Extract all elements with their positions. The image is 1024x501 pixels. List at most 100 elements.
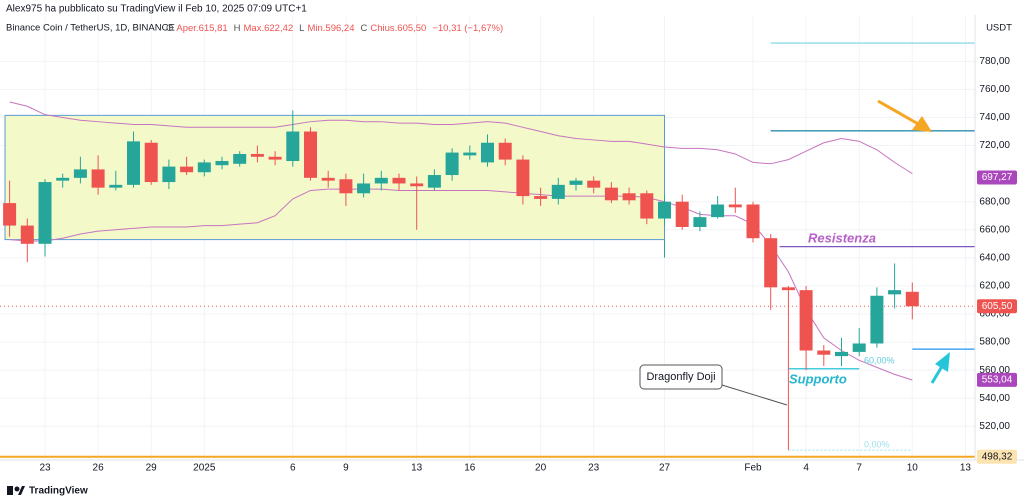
candle-body: [658, 201, 671, 219]
candle-body: [693, 217, 707, 227]
y-tick-label: 560,00: [979, 365, 1010, 376]
candle-body: [445, 152, 459, 176]
publisher: Alex975 ha pubblicato su TradingView il …: [6, 4, 307, 15]
down-arrow: [877, 99, 932, 132]
symbol: Binance Coin / TetherUS, 1D, BINANCE: [6, 23, 175, 34]
fib-label: 0,00%: [864, 439, 890, 449]
x-tick-label: 2025: [193, 463, 216, 474]
candle-body: [3, 203, 17, 226]
x-tick-label: 7: [856, 463, 862, 474]
brand-logo: [7, 486, 25, 495]
x-tick-label: Feb: [744, 463, 762, 474]
candle-body: [304, 131, 317, 178]
callout-box: [639, 364, 723, 390]
candle-body: [233, 153, 247, 164]
candle-body: [587, 180, 601, 188]
support-label: Supporto: [789, 371, 847, 386]
price-tag: [977, 372, 1017, 387]
legend-item: Chius.605,50: [370, 23, 426, 34]
band-line: [9, 188, 913, 381]
candle-body: [357, 183, 371, 194]
candle-body: [675, 201, 689, 227]
x-tick-label: 23: [588, 463, 600, 474]
candle-body: [286, 131, 300, 161]
candle-body: [73, 169, 87, 178]
candle-body: [215, 160, 229, 166]
candle-body: [551, 184, 565, 199]
x-tick-label: 10: [907, 463, 919, 474]
candle-body: [427, 175, 441, 188]
candle-body: [835, 351, 848, 357]
y-tick-label: 780,00: [979, 56, 1010, 67]
legend-item: Aper.615,81: [176, 23, 227, 34]
candle-body: [180, 166, 194, 173]
x-tick-label: 4: [803, 463, 809, 474]
up-arrow: [930, 352, 950, 384]
candle-body: [640, 193, 654, 219]
y-tick-label: 600,00: [979, 309, 1010, 320]
legend-item: O: [166, 23, 173, 34]
y-tick-label: 740,00: [979, 112, 1010, 123]
candle-body: [197, 162, 211, 173]
candle-body: [481, 142, 494, 163]
fib-label: 60,00%: [864, 355, 895, 365]
candle-body: [764, 238, 778, 288]
candle-body: [56, 177, 70, 181]
candle-body: [144, 142, 158, 183]
candle-body: [498, 142, 512, 160]
candle-body: [463, 152, 477, 156]
y-tick-label: 620,00: [979, 281, 1010, 292]
resistance-label: Resistenza: [808, 230, 876, 245]
x-tick-label: 29: [146, 463, 158, 474]
y-tick-label: 660,00: [979, 224, 1010, 235]
price-tag: [977, 449, 1017, 464]
y-tick-label: 720,00: [979, 140, 1010, 151]
x-tick-label: 27: [659, 463, 671, 474]
x-tick-label: 13: [411, 463, 423, 474]
candle-body: [569, 180, 583, 185]
price-tag-label: 498,32: [982, 451, 1013, 462]
callout-line: [721, 384, 788, 406]
x-tick-label: 13: [960, 463, 972, 474]
candle-body: [905, 291, 919, 307]
price-tag: [977, 170, 1017, 185]
y-tick-label: 520,00: [979, 421, 1010, 432]
candle-body: [604, 187, 618, 201]
price-tag: [977, 299, 1017, 314]
y-tick-label: 580,00: [979, 337, 1010, 348]
candle-body: [888, 290, 902, 295]
ohlc-legend: O Aper.615,81 H Max.622,42 L Min.596,24 C Chius…: [166, 23, 503, 34]
currency: USDT: [986, 23, 1012, 34]
candle-body: [410, 183, 424, 187]
x-tick-label: 9: [343, 463, 349, 474]
candle-body: [38, 182, 52, 244]
candle-body: [392, 177, 406, 184]
candle-body: [711, 204, 725, 218]
x-tick-label: 16: [464, 463, 476, 474]
y-tick-label: 680,00: [979, 196, 1010, 207]
candle-body: [20, 225, 34, 244]
x-tick-label: 23: [39, 463, 51, 474]
legend-item: L: [299, 23, 304, 34]
candle-body: [268, 156, 282, 160]
plot-area: [0, 15, 975, 460]
x-tick-label: 6: [290, 463, 296, 474]
candle-body: [622, 193, 636, 201]
legend-item: H: [234, 23, 241, 34]
candle-body: [339, 179, 353, 194]
candle-body: [127, 141, 140, 185]
x-tick-label: 20: [535, 463, 547, 474]
price-tag-label: 605,50: [982, 301, 1013, 312]
callout-text: Dragonfly Doji: [646, 371, 715, 383]
candle-body: [870, 295, 884, 344]
candle-body: [162, 166, 176, 183]
legend-item: Max.622,42: [244, 23, 294, 34]
candle-body: [250, 153, 264, 157]
candle-body: [799, 290, 813, 351]
candle-body: [109, 184, 123, 188]
candle-body: [746, 204, 760, 239]
range-box: [4, 114, 665, 241]
brand: TradingView: [29, 486, 88, 497]
candle-body: [516, 159, 530, 197]
